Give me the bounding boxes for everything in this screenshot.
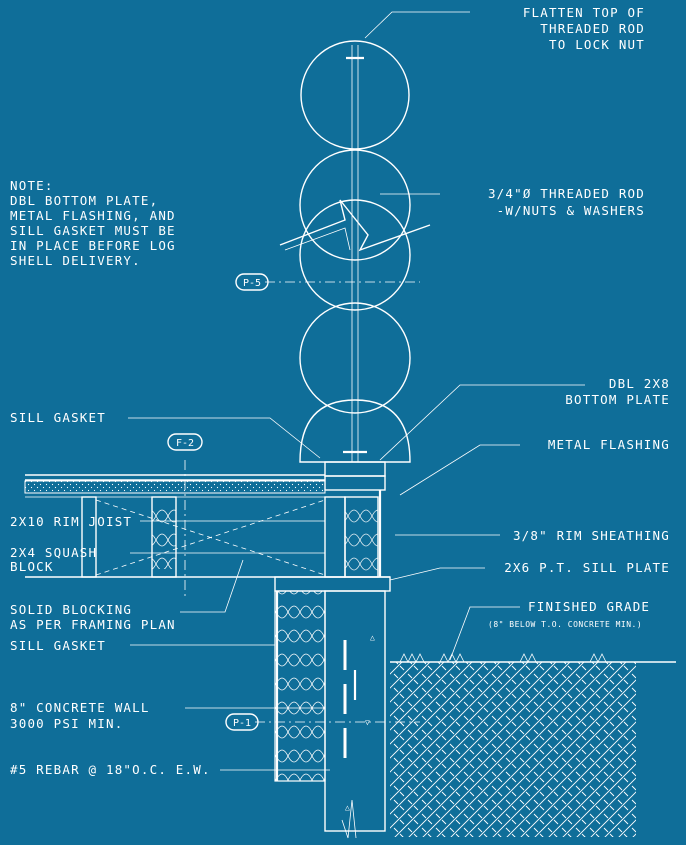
log-stack [299,40,411,463]
svg-text:△: △ [370,633,375,642]
callout-finished-grade: FINISHED GRADE (8" BELOW T.O. CONCRETE M… [488,599,650,629]
svg-text:TO LOCK NUT: TO LOCK NUT [549,37,645,52]
callout-dbl-bottom-plate: DBL 2X8 BOTTOM PLATE [565,376,670,407]
callout-concrete-wall: 8" CONCRETE WALL 3000 PSI MIN. [10,700,150,731]
note-block: NOTE: DBL BOTTOM PLATE, METAL FLASHING, … [10,178,176,268]
svg-text:BLOCK: BLOCK [10,559,54,574]
bottom-plates [324,461,386,491]
svg-text:THREADED ROD: THREADED ROD [540,21,645,36]
tag-p1: P-1 [225,713,259,731]
tag-p5: P-5 [235,273,269,291]
callout-metal-flashing: METAL FLASHING [548,437,670,452]
concrete-foundation: △ ▽ △ [274,590,386,839]
svg-text:SOLID BLOCKING: SOLID BLOCKING [10,602,132,617]
callout-sill-gasket-top: SILL GASKET [10,410,106,425]
svg-text:SHELL DELIVERY.: SHELL DELIVERY. [10,253,141,268]
svg-text:IN PLACE BEFORE LOG: IN PLACE BEFORE LOG [10,238,176,253]
svg-text:DBL BOTTOM PLATE,: DBL BOTTOM PLATE, [10,193,158,208]
callout-flatten-top: FLATTEN TOP OF THREADED ROD TO LOCK NUT [523,5,645,52]
callout-sill-gasket-bottom: SILL GASKET [10,638,106,653]
sill-plate-shape [274,576,391,592]
svg-text:2X4 SQUASH: 2X4 SQUASH [10,545,97,560]
svg-text:NOTE:: NOTE: [10,178,54,193]
svg-text:DBL 2X8: DBL 2X8 [609,376,670,391]
earth-fill [390,662,636,837]
svg-text:△: △ [345,803,350,812]
svg-text:3/4"Ø THREADED ROD: 3/4"Ø THREADED ROD [488,186,645,201]
svg-text:3000 PSI MIN.: 3000 PSI MIN. [10,716,123,731]
svg-text:BOTTOM PLATE: BOTTOM PLATE [565,392,670,407]
svg-text:▽: ▽ [365,718,370,727]
svg-text:AS PER FRAMING PLAN: AS PER FRAMING PLAN [10,617,176,632]
svg-text:METAL FLASHING, AND: METAL FLASHING, AND [10,208,176,223]
tag-f2: F-2 [167,433,203,451]
svg-text:P-1: P-1 [233,718,251,729]
callout-solid-blocking: SOLID BLOCKING AS PER FRAMING PLAN [10,602,176,632]
callout-rebar: #5 REBAR @ 18"O.C. E.W. [10,762,211,777]
callout-sill-plate: 2X6 P.T. SILL PLATE [504,560,670,575]
svg-text:F-2: F-2 [176,438,194,449]
break-line [279,199,431,252]
svg-text:FLATTEN TOP OF: FLATTEN TOP OF [523,5,645,20]
svg-text:P-5: P-5 [243,278,261,289]
threaded-rod [343,45,367,462]
callout-threaded-rod: 3/4"Ø THREADED ROD -W/NUTS & WASHERS [488,186,645,218]
svg-text:-W/NUTS & WASHERS: -W/NUTS & WASHERS [497,203,645,218]
callout-rim-sheathing: 3/8" RIM SHEATHING [513,528,670,543]
leader-lines [128,11,585,771]
svg-text:FINISHED GRADE: FINISHED GRADE [528,599,650,614]
svg-text:SILL GASKET MUST BE: SILL GASKET MUST BE [10,223,176,238]
svg-text:(8" BELOW T.O. CONCRETE MIN.): (8" BELOW T.O. CONCRETE MIN.) [488,620,642,629]
svg-text:8" CONCRETE WALL: 8" CONCRETE WALL [10,700,150,715]
callout-rim-joist: 2X10 RIM JOIST [10,514,132,529]
callout-squash-block: 2X4 SQUASH BLOCK [10,545,97,574]
